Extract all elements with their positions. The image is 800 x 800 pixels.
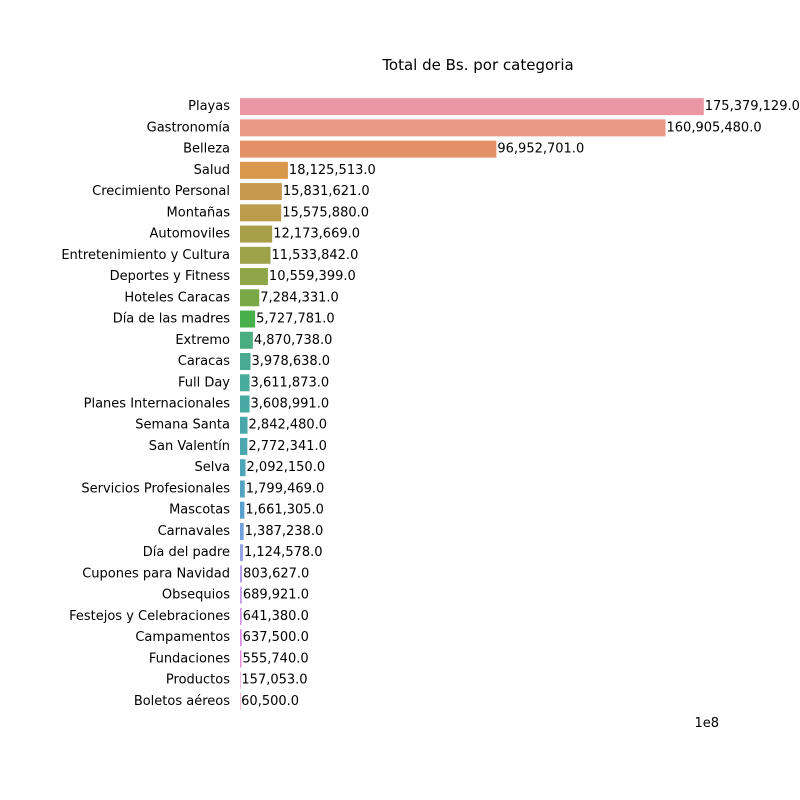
category-tick-label: Crecimiento Personal bbox=[92, 184, 230, 199]
category-tick-label: Fundaciones bbox=[149, 651, 230, 666]
category-tick-label: Caracas bbox=[178, 354, 230, 369]
category-tick-label: Cupones para Navidad bbox=[82, 566, 230, 581]
category-tick-label: Productos bbox=[166, 673, 230, 688]
bar bbox=[240, 183, 282, 201]
category-tick-label: Día de las madres bbox=[113, 312, 231, 327]
bar bbox=[240, 416, 248, 434]
category-tick-label: Mascotas bbox=[169, 503, 230, 518]
category-tick-label: San Valentín bbox=[149, 439, 230, 454]
bar bbox=[240, 586, 242, 604]
value-labels-group: 175,379,129.0 160,905,480.0 96,952,701.0 18… bbox=[241, 99, 800, 709]
bar bbox=[240, 119, 666, 137]
bar-value-label: 175,379,129.0 bbox=[705, 99, 800, 114]
category-tick-label: Belleza bbox=[183, 142, 230, 157]
bar-value-label: 1,387,238.0 bbox=[245, 524, 324, 539]
bar bbox=[240, 310, 256, 328]
category-tick-label: Planes Internacionales bbox=[84, 397, 231, 412]
category-tick-label: Full Day bbox=[178, 375, 230, 390]
bar bbox=[240, 437, 248, 455]
category-tick-label: Selva bbox=[194, 460, 230, 475]
bar-value-label: 18,125,513.0 bbox=[289, 163, 376, 178]
category-tick-label: Automoviles bbox=[150, 227, 231, 242]
bar-value-label: 96,952,701.0 bbox=[497, 142, 584, 157]
bar bbox=[240, 501, 245, 519]
bar-value-label: 1,661,305.0 bbox=[245, 503, 324, 518]
bar-value-label: 2,092,150.0 bbox=[247, 460, 326, 475]
bar bbox=[240, 246, 271, 264]
bar-value-label: 5,727,781.0 bbox=[256, 312, 335, 327]
bar bbox=[240, 522, 244, 540]
bar-value-label: 803,627.0 bbox=[243, 566, 309, 581]
category-tick-label: Campamentos bbox=[135, 630, 230, 645]
bar bbox=[240, 161, 288, 179]
bar bbox=[240, 544, 243, 562]
bar bbox=[240, 459, 246, 477]
category-tick-label: Deportes y Fitness bbox=[110, 269, 231, 284]
bar-value-label: 160,905,480.0 bbox=[667, 120, 762, 135]
bar-value-label: 1,124,578.0 bbox=[244, 545, 323, 560]
category-tick-label: Servicios Profesionales bbox=[81, 481, 230, 496]
bar-value-label: 3,978,638.0 bbox=[252, 354, 331, 369]
bar-value-label: 12,173,669.0 bbox=[273, 227, 360, 242]
category-tick-label: Hoteles Caracas bbox=[124, 290, 230, 305]
category-tick-label: Extremo bbox=[175, 333, 230, 348]
bar bbox=[240, 140, 497, 158]
bar bbox=[240, 268, 268, 286]
category-tick-label: Festejos y Celebraciones bbox=[69, 609, 230, 624]
bar-value-label: 637,500.0 bbox=[243, 630, 309, 645]
category-tick-label: Playas bbox=[188, 99, 230, 114]
category-tick-label: Semana Santa bbox=[135, 418, 230, 433]
bar-value-label: 1,799,469.0 bbox=[246, 481, 325, 496]
bar-value-label: 2,842,480.0 bbox=[249, 418, 328, 433]
bar-value-label: 689,921.0 bbox=[243, 588, 309, 603]
bar-value-label: 641,380.0 bbox=[243, 609, 309, 624]
bar-value-label: 15,831,621.0 bbox=[283, 184, 370, 199]
category-tick-label: Obsequios bbox=[162, 588, 230, 603]
bar bbox=[240, 565, 243, 583]
bar bbox=[240, 650, 242, 668]
category-labels-group: Playas Gastronomía Belleza Salud Crecimiento… bbox=[61, 99, 230, 709]
bar-value-label: 10,559,399.0 bbox=[269, 269, 356, 284]
bar bbox=[240, 98, 704, 116]
bar bbox=[240, 395, 250, 413]
bar-value-label: 157,053.0 bbox=[241, 673, 307, 688]
bar bbox=[240, 225, 273, 243]
bar bbox=[240, 480, 245, 498]
bar bbox=[240, 692, 241, 710]
bar bbox=[240, 204, 282, 222]
bar bbox=[240, 374, 250, 392]
bar-value-label: 60,500.0 bbox=[241, 694, 299, 709]
chart-title: Total de Bs. por categoria bbox=[381, 56, 573, 74]
bar bbox=[240, 331, 253, 349]
bar-value-label: 11,533,842.0 bbox=[272, 248, 359, 263]
bar-value-label: 3,611,873.0 bbox=[251, 375, 330, 390]
category-tick-label: Día del padre bbox=[143, 545, 230, 560]
category-tick-label: Entretenimiento y Cultura bbox=[61, 248, 230, 263]
bar bbox=[240, 607, 242, 625]
category-tick-label: Montañas bbox=[167, 205, 231, 220]
category-tick-label: Carnavales bbox=[158, 524, 231, 539]
bar-value-label: 4,870,738.0 bbox=[254, 333, 333, 348]
bar bbox=[240, 353, 251, 371]
bar-value-label: 3,608,991.0 bbox=[251, 397, 330, 412]
bar bbox=[240, 289, 260, 307]
bars-group bbox=[240, 98, 704, 710]
bar bbox=[240, 671, 241, 689]
bar-value-label: 2,772,341.0 bbox=[248, 439, 327, 454]
category-tick-label: Salud bbox=[194, 163, 230, 178]
bar bbox=[240, 629, 242, 647]
category-tick-label: Gastronomía bbox=[147, 120, 230, 135]
bar-value-label: 555,740.0 bbox=[242, 651, 308, 666]
category-tick-label: Boletos aéreos bbox=[134, 694, 230, 709]
bar-value-label: 15,575,880.0 bbox=[282, 205, 369, 220]
x-axis-offset-text: 1e8 bbox=[694, 716, 719, 731]
bar-value-label: 7,284,331.0 bbox=[260, 290, 339, 305]
